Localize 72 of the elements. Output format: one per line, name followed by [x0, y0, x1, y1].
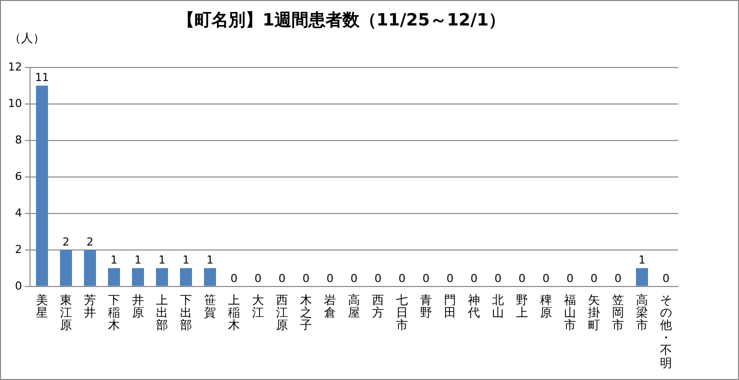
- x-tick-label: 七日市: [396, 292, 408, 332]
- data-label: 0: [542, 272, 550, 285]
- x-tick-label: 門田: [444, 292, 456, 320]
- data-label: 0: [446, 272, 454, 285]
- data-label: 0: [278, 272, 286, 285]
- x-tick-label: 西江原: [276, 292, 288, 332]
- data-label: 1: [110, 254, 118, 267]
- y-axis-title: （人）: [9, 31, 45, 46]
- data-label: 0: [590, 272, 598, 285]
- y-tick-label: 10: [8, 96, 22, 110]
- data-label: 0: [662, 272, 670, 285]
- x-tick-label: 美星: [36, 292, 48, 320]
- x-tick-label: 芳井: [84, 292, 96, 320]
- data-label: 1: [206, 254, 214, 267]
- x-tick-label: 西方: [372, 292, 384, 320]
- data-label: 0: [302, 272, 310, 285]
- chart-title: 【町名別】1週間患者数（11/25～12/1）: [177, 10, 506, 31]
- data-label: 0: [254, 272, 262, 285]
- x-tick-label: 東江原: [60, 292, 72, 332]
- data-label: 0: [326, 272, 334, 285]
- x-tick-label: その他・不明: [660, 292, 672, 370]
- bar: [636, 268, 648, 286]
- x-tick-label: 笠岡市: [612, 292, 624, 332]
- y-tick-label: 4: [14, 206, 22, 220]
- x-tick-label: 野上: [516, 292, 528, 320]
- data-label: 0: [518, 272, 526, 285]
- x-tick-label: 大江: [252, 292, 264, 320]
- x-tick-label: 矢掛町: [588, 292, 600, 332]
- y-tick-label: 0: [14, 279, 22, 292]
- x-tick-label: 稗原: [540, 292, 552, 320]
- bar: [180, 268, 192, 286]
- y-tick-label: 2: [14, 242, 22, 256]
- bar: [204, 268, 216, 286]
- data-label: 0: [350, 272, 358, 285]
- data-label: 2: [62, 235, 70, 248]
- x-tick-label: 井原: [132, 292, 144, 320]
- y-tick-label: 6: [14, 170, 22, 183]
- x-tick-label: 下稲木: [108, 292, 120, 332]
- x-tick-label: 木之子: [300, 292, 312, 332]
- data-label: 0: [566, 272, 574, 285]
- x-tick-label: 福山市: [564, 292, 576, 332]
- data-label: 0: [422, 272, 430, 285]
- data-label: 1: [134, 254, 142, 267]
- bar: [156, 268, 168, 286]
- data-label: 1: [158, 254, 166, 267]
- data-label: 1: [182, 254, 190, 267]
- data-label: 0: [470, 272, 478, 285]
- data-label: 0: [398, 272, 406, 285]
- x-tick-label: 高屋: [348, 292, 360, 320]
- x-tick-label: 高梁市: [636, 292, 648, 332]
- data-label: 0: [494, 272, 502, 285]
- x-tick-label: 上稲木: [228, 292, 240, 332]
- x-tick-label: 神代: [467, 292, 480, 320]
- data-label: 2: [86, 235, 94, 248]
- bar: [132, 268, 144, 286]
- data-label: 0: [230, 272, 238, 285]
- y-tick-label: 8: [14, 133, 22, 146]
- x-tick-label: 岩倉: [324, 292, 336, 320]
- x-tick-label: 笹賀: [204, 292, 216, 320]
- x-tick-label: 下出部: [180, 292, 192, 332]
- bar: [60, 250, 72, 286]
- x-tick-label: 上出部: [156, 292, 168, 332]
- x-tick-label: 青野: [420, 292, 432, 320]
- data-label: 1: [638, 254, 646, 267]
- bar: [36, 86, 48, 286]
- bar: [84, 250, 96, 286]
- bar: [108, 268, 120, 286]
- data-label: 0: [374, 272, 382, 285]
- data-label: 0: [614, 272, 622, 285]
- x-tick-label: 北山: [492, 292, 504, 320]
- data-label: 11: [34, 71, 49, 84]
- y-tick-label: 12: [8, 60, 22, 74]
